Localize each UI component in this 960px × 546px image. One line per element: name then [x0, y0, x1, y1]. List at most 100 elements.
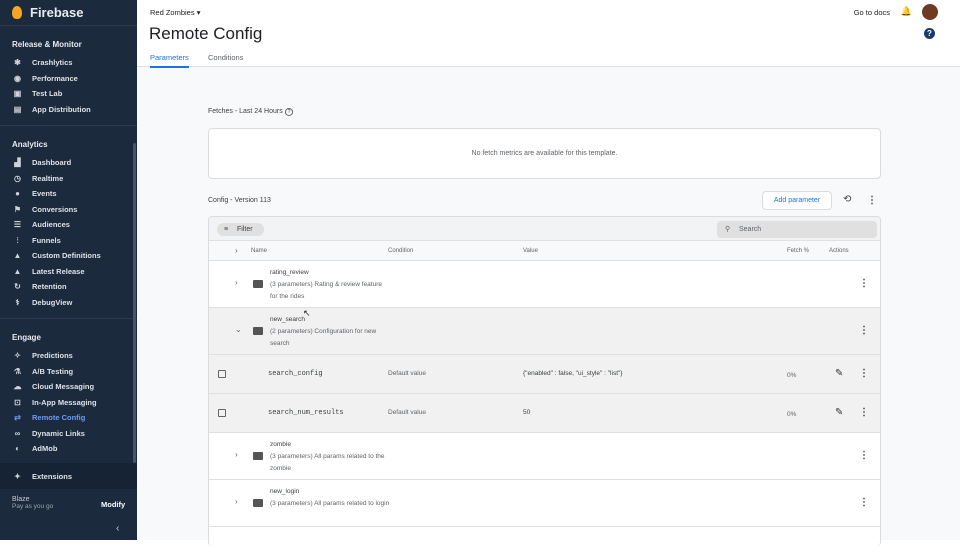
sidebar-item-performance[interactable]: ◉ Performance	[0, 71, 137, 87]
sidebar-item-extensions[interactable]: ✦ Extensions	[0, 463, 137, 489]
sidebar-item-dynamic-links[interactable]: ∞ Dynamic Links	[0, 426, 137, 442]
parameter-group-row[interactable]: › new_login (3 parameters) All params re…	[209, 480, 880, 527]
avatar[interactable]	[922, 4, 938, 20]
sidebar-item-test-lab[interactable]: ▣ Test Lab	[0, 86, 137, 102]
group-name: new_login	[270, 488, 300, 495]
parameter-group-row[interactable]: › rating_review (3 parameters) Rating & …	[209, 261, 880, 308]
chevron-down-icon[interactable]: ⌄	[235, 325, 242, 334]
more-options-icon[interactable]: ⋮	[859, 407, 869, 418]
debug-icon: ⚕	[15, 297, 20, 307]
project-selector[interactable]: Red Zombies ▾	[150, 8, 200, 17]
sidebar-item-custom-definitions[interactable]: ▲ Custom Definitions	[0, 248, 137, 264]
more-options-icon[interactable]: ⋮	[859, 497, 869, 508]
more-options-icon[interactable]: ⋮	[859, 278, 869, 289]
remote-config-icon: ⇄	[14, 413, 21, 423]
parameter-row[interactable]: search_num_results Default value 50 0% ✎…	[209, 394, 880, 433]
in-app-icon: ⊡	[14, 397, 21, 407]
filter-label: Filter	[237, 226, 253, 233]
parameter-row[interactable]: search_config Default value {"enabled" :…	[209, 355, 880, 394]
expand-all-icon[interactable]: ›	[235, 246, 238, 255]
sidebar-item-label: Retention	[32, 282, 67, 292]
help-circle-icon[interactable]: ?	[284, 108, 294, 116]
modify-plan-button[interactable]: Modify	[101, 500, 126, 509]
sidebar-item-label: Events	[32, 189, 57, 199]
go-to-docs-link[interactable]: Go to docs	[853, 8, 890, 17]
sidebar-item-latest-release[interactable]: ▲ Latest Release	[0, 264, 137, 280]
parameter-condition: Default value	[388, 409, 426, 416]
sidebar-item-audiences[interactable]: ☰ Audiences	[0, 217, 137, 233]
fetches-label-text: Fetches - Last 24 Hours	[208, 108, 283, 115]
page-title: Remote Config	[149, 24, 263, 43]
sidebar-item-crashlytics[interactable]: ✱ Crashlytics	[0, 55, 137, 71]
sidebar-scrollbar[interactable]	[133, 143, 136, 463]
search-icon: ⚲	[725, 226, 731, 233]
add-parameter-button[interactable]: Add parameter	[762, 191, 832, 210]
sidebar-item-retention[interactable]: ↻ Retention	[0, 279, 137, 295]
link-icon: ∞	[14, 428, 21, 438]
more-options-icon[interactable]: ⋮	[859, 450, 869, 461]
sidebar-item-cloud-messaging[interactable]: ☁ Cloud Messaging	[0, 379, 137, 395]
sidebar-item-dashboard[interactable]: ▟ Dashboard	[0, 155, 137, 171]
sidebar-item-label: AdMob	[32, 444, 58, 454]
folder-icon	[253, 499, 263, 507]
sidebar-section-title: Engage	[12, 333, 41, 342]
firebase-logo[interactable]: Firebase	[0, 0, 137, 26]
col-actions: Actions	[829, 248, 849, 254]
tab-conditions[interactable]: Conditions	[208, 53, 244, 62]
sidebar-item-label: App Distribution	[32, 104, 91, 114]
parameter-group-row[interactable]: ⌄ new_search (2 parameters) Configuratio…	[209, 308, 880, 355]
sidebar-item-remote-config[interactable]: ⇄ Remote Config	[0, 410, 137, 426]
fetches-label: Fetches - Last 24 Hours ?	[208, 108, 294, 116]
sidebar-item-label: Remote Config	[32, 413, 86, 423]
header: Red Zombies ▾ Remote Config Parameters C…	[137, 0, 960, 68]
chevron-right-icon[interactable]: ›	[235, 497, 238, 506]
group-name: new_search	[270, 316, 306, 323]
chevron-right-icon[interactable]: ›	[235, 278, 238, 287]
edit-pencil-icon[interactable]: ✎	[835, 407, 844, 418]
app-distribution-icon: ▤	[13, 104, 22, 114]
audiences-icon: ☰	[13, 220, 22, 230]
fetch-metrics-card: No fetch metrics are available for this …	[208, 128, 881, 179]
sidebar-item-conversions[interactable]: ⚑ Conversions	[0, 202, 137, 218]
group-name: zombie	[270, 441, 291, 448]
sidebar-item-events[interactable]: ● Events	[0, 186, 137, 202]
events-icon: ●	[15, 189, 20, 199]
release-icon: ▲	[13, 266, 22, 276]
help-icon[interactable]: ?	[924, 28, 935, 39]
sidebar-item-funnels[interactable]: ⫶ Funnels	[0, 233, 137, 249]
sidebar-item-a-b-testing[interactable]: ⚗ A/B Testing	[0, 364, 137, 380]
parameters-table: ≡ Filter ⚲ Search › Name Condition Value F…	[208, 216, 881, 546]
flag-icon: ⚑	[13, 204, 22, 214]
retention-icon: ↻	[14, 282, 21, 292]
performance-icon: ◉	[14, 73, 21, 83]
row-checkbox[interactable]	[218, 409, 226, 417]
parameter-name: search_config	[268, 370, 323, 378]
history-icon[interactable]: ⟲	[843, 194, 852, 205]
row-checkbox[interactable]	[218, 370, 226, 378]
sidebar-item-label: Dynamic Links	[32, 428, 85, 438]
edit-pencil-icon[interactable]: ✎	[835, 368, 844, 379]
sidebar-item-debugview[interactable]: ⚕ DebugView	[0, 295, 137, 311]
more-options-icon[interactable]: ⋮	[859, 368, 869, 379]
bell-icon[interactable]: 🔔	[900, 6, 912, 16]
more-options-icon[interactable]: ⋮	[859, 325, 869, 336]
chevron-right-icon[interactable]: ›	[235, 450, 238, 459]
parameter-group-row[interactable]: › zombie (3 parameters) All params relat…	[209, 433, 880, 480]
fetch-percent: 0%	[787, 372, 797, 379]
sidebar-item-label: A/B Testing	[32, 366, 74, 376]
sidebar-item-realtime[interactable]: ◷ Realtime	[0, 171, 137, 187]
collapse-sidebar-icon[interactable]: ‹	[116, 523, 120, 534]
sidebar-divider	[0, 318, 137, 319]
sidebar-item-admob[interactable]: ◐ AdMob	[0, 441, 137, 457]
table-toolbar: ≡ Filter ⚲ Search	[209, 217, 880, 241]
search-input[interactable]: ⚲ Search	[717, 221, 877, 238]
col-fetch: Fetch %	[787, 248, 810, 254]
sidebar-item-in-app-messaging[interactable]: ⊡ In-App Messaging	[0, 395, 137, 411]
extensions-label: Extensions	[32, 471, 73, 481]
filter-button[interactable]: ≡ Filter	[217, 223, 264, 236]
more-options-icon[interactable]: ⋮	[867, 195, 877, 206]
sidebar-item-predictions[interactable]: ✧ Predictions	[0, 348, 137, 364]
no-fetch-message: No fetch metrics are available for this …	[471, 150, 618, 157]
tab-parameters[interactable]: Parameters	[150, 53, 189, 68]
sidebar-item-app-distribution[interactable]: ▤ App Distribution	[0, 102, 137, 118]
